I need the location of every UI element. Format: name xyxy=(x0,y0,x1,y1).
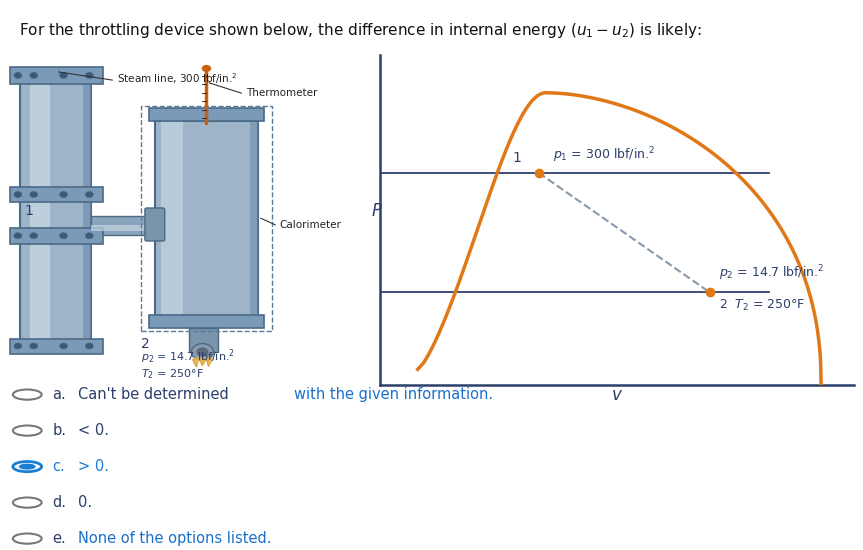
FancyBboxPatch shape xyxy=(20,76,91,346)
Bar xyxy=(29,76,50,346)
Text: < 0.: < 0. xyxy=(78,423,109,438)
Bar xyxy=(10,187,104,202)
Text: c.: c. xyxy=(53,459,66,474)
Text: 2: 2 xyxy=(141,338,149,351)
Circle shape xyxy=(14,73,22,79)
Circle shape xyxy=(85,343,93,349)
Text: b.: b. xyxy=(53,423,66,438)
FancyBboxPatch shape xyxy=(145,208,165,241)
Bar xyxy=(188,328,218,352)
Circle shape xyxy=(60,233,67,239)
X-axis label: $v$: $v$ xyxy=(611,387,623,404)
Polygon shape xyxy=(193,356,213,366)
Bar xyxy=(91,224,154,230)
Text: 1: 1 xyxy=(25,204,34,218)
Circle shape xyxy=(29,73,38,79)
Text: e.: e. xyxy=(53,531,66,546)
Circle shape xyxy=(192,344,213,360)
Circle shape xyxy=(60,191,67,197)
Bar xyxy=(10,67,104,84)
Text: $p_1$ = 300 lbf/in.$^2$: $p_1$ = 300 lbf/in.$^2$ xyxy=(553,145,655,165)
Text: $p_2$ = 14.7 lbf/in.$^2$: $p_2$ = 14.7 lbf/in.$^2$ xyxy=(719,263,824,283)
Circle shape xyxy=(29,343,38,349)
Bar xyxy=(10,228,104,244)
Circle shape xyxy=(60,343,67,349)
Text: $p_2$ = 14.7 lbf/in.$^2$: $p_2$ = 14.7 lbf/in.$^2$ xyxy=(141,348,235,366)
Bar xyxy=(154,121,258,316)
Circle shape xyxy=(202,65,211,72)
Bar xyxy=(141,106,272,331)
Polygon shape xyxy=(192,358,212,367)
Text: 2  $T_2$ = 250°F: 2 $T_2$ = 250°F xyxy=(719,298,805,313)
Text: Can't be determined: Can't be determined xyxy=(78,387,233,402)
Circle shape xyxy=(29,191,38,197)
Text: > 0.: > 0. xyxy=(78,459,109,474)
Circle shape xyxy=(14,343,22,349)
Text: Thermometer: Thermometer xyxy=(246,89,318,98)
Bar xyxy=(149,107,264,121)
Bar xyxy=(161,121,183,316)
Bar xyxy=(91,216,154,235)
Text: 0.: 0. xyxy=(78,495,92,510)
Circle shape xyxy=(29,233,38,239)
Circle shape xyxy=(85,73,93,79)
Bar xyxy=(250,121,258,316)
Circle shape xyxy=(85,191,93,197)
Circle shape xyxy=(14,191,22,197)
Circle shape xyxy=(19,464,35,470)
Text: d.: d. xyxy=(53,495,66,510)
Text: 1: 1 xyxy=(513,151,521,165)
Circle shape xyxy=(197,348,208,356)
Text: For the throttling device shown below, the difference in internal energy ($u_1 -: For the throttling device shown below, t… xyxy=(19,21,702,40)
Circle shape xyxy=(85,233,93,239)
Text: a.: a. xyxy=(53,387,66,402)
Circle shape xyxy=(14,233,22,239)
Y-axis label: $P$: $P$ xyxy=(371,202,383,220)
Circle shape xyxy=(60,73,67,79)
Text: Calorimeter: Calorimeter xyxy=(280,221,342,230)
Text: Steam line, 300 lbf/in.$^2$: Steam line, 300 lbf/in.$^2$ xyxy=(117,71,237,86)
Bar xyxy=(10,338,104,354)
Text: None of the options listed.: None of the options listed. xyxy=(78,531,272,546)
Text: $T_2$ = 250°F: $T_2$ = 250°F xyxy=(141,367,204,381)
Bar xyxy=(149,315,264,328)
Bar xyxy=(84,76,91,346)
Text: with the given information.: with the given information. xyxy=(294,387,494,402)
